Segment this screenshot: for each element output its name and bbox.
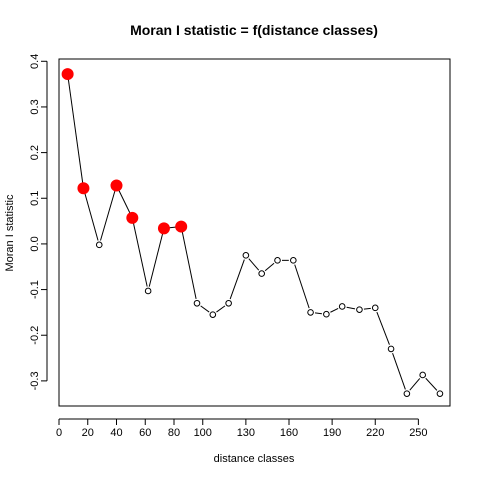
data-point bbox=[242, 252, 250, 259]
data-point-significant bbox=[110, 179, 123, 192]
data-point bbox=[274, 257, 281, 264]
series-segment bbox=[346, 306, 356, 310]
series-segment bbox=[67, 78, 84, 184]
y-tick-label: 0.0 bbox=[29, 236, 41, 251]
series-segment bbox=[118, 189, 131, 215]
y-tick-label: -0.3 bbox=[29, 371, 41, 390]
y-axis: -0.3 -0.2 -0.1 0.0 0.1 0.2 0.3 0.4 bbox=[29, 54, 48, 390]
series-segment bbox=[425, 377, 438, 391]
x-tick-label: 40 bbox=[110, 427, 122, 439]
x-tick-label: 250 bbox=[409, 427, 427, 439]
x-tick-label: 100 bbox=[194, 427, 212, 439]
x-tick-label: 20 bbox=[82, 427, 94, 439]
plot-frame bbox=[58, 58, 451, 407]
chart-title: Moran I statistic = f(distance classes) bbox=[130, 22, 378, 38]
x-axis: 0 20 40 60 80 100 130 160 190 220 250 bbox=[56, 418, 428, 439]
data-point bbox=[419, 371, 426, 379]
data-point bbox=[338, 303, 346, 310]
series-segment bbox=[363, 307, 371, 310]
series-segment bbox=[200, 305, 210, 313]
series-segment bbox=[181, 230, 197, 299]
x-tick-label: 0 bbox=[56, 427, 62, 439]
series-segment bbox=[376, 311, 390, 345]
data-point bbox=[387, 345, 395, 353]
x-tick-label: 130 bbox=[237, 427, 255, 439]
data-point-significant bbox=[126, 211, 139, 224]
x-tick-label: 80 bbox=[168, 427, 180, 439]
data-point bbox=[403, 390, 411, 397]
plot-area bbox=[61, 68, 444, 397]
series-segment bbox=[148, 232, 164, 287]
x-tick-label: 220 bbox=[366, 427, 384, 439]
data-point-significant bbox=[175, 220, 188, 233]
series-segment bbox=[248, 258, 260, 271]
x-tick-label: 160 bbox=[280, 427, 298, 439]
data-point-significant bbox=[77, 182, 90, 195]
y-tick-label: 0.4 bbox=[29, 54, 41, 69]
data-point bbox=[371, 304, 379, 312]
y-tick-label: 0.1 bbox=[29, 191, 41, 206]
x-tick-label: 60 bbox=[139, 427, 151, 439]
series-segment bbox=[294, 264, 310, 309]
data-point bbox=[290, 257, 297, 264]
series-segment bbox=[314, 312, 322, 315]
x-tick-label: 190 bbox=[323, 427, 341, 439]
data-point bbox=[436, 390, 444, 397]
data-point bbox=[193, 299, 201, 307]
series-segment bbox=[409, 378, 421, 391]
data-point bbox=[307, 309, 314, 316]
y-tick-label: -0.2 bbox=[29, 326, 41, 345]
data-point bbox=[258, 270, 265, 277]
data-point bbox=[225, 299, 232, 307]
series-segment bbox=[100, 189, 116, 241]
y-axis-label: Moran I statistic bbox=[4, 194, 16, 272]
data-point bbox=[144, 287, 152, 295]
x-axis-label: distance classes bbox=[214, 453, 295, 465]
series-segment bbox=[330, 307, 339, 313]
data-point-significant bbox=[61, 68, 74, 81]
data-point bbox=[356, 306, 363, 313]
data-point-significant bbox=[157, 222, 170, 235]
y-tick-label: -0.1 bbox=[29, 280, 41, 299]
data-point bbox=[209, 311, 217, 318]
series-segment bbox=[229, 259, 245, 300]
series-segment bbox=[392, 353, 406, 390]
data-point bbox=[95, 241, 103, 249]
series-segment bbox=[132, 222, 148, 287]
series-segment bbox=[84, 192, 99, 241]
series-segment bbox=[264, 262, 275, 272]
data-point bbox=[323, 310, 330, 318]
y-tick-label: 0.3 bbox=[29, 99, 41, 114]
series-segment bbox=[216, 305, 226, 313]
y-tick-label: 0.2 bbox=[29, 145, 41, 160]
